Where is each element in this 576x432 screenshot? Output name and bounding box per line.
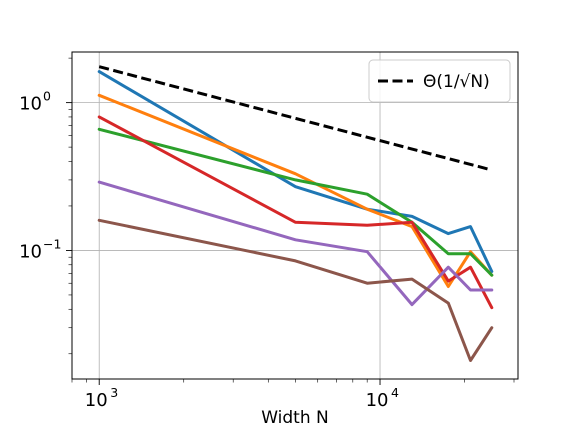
legend: Θ(1/√N) [368, 59, 511, 103]
y-tick-label-exponent: −1 [43, 236, 61, 251]
series-line-2 [97, 93, 494, 288]
x-tick-label: 10 [85, 390, 108, 411]
y-tick-label: 10 [19, 94, 42, 115]
series-line-1 [97, 70, 494, 273]
series-line-4 [97, 115, 494, 310]
legend-entry-text: Θ(1/√N) [423, 72, 490, 92]
y-tick-label-exponent: 0 [43, 89, 51, 104]
y-tick-label: 10 [19, 241, 42, 262]
plot-frame [71, 51, 519, 380]
x-tick-label-exponent: 4 [391, 385, 399, 400]
series-line-6 [97, 218, 494, 362]
legend-box [368, 59, 511, 103]
reference-dashed-line [98, 65, 493, 172]
axis-ticks: 10 3 10 410 −110 0 [19, 57, 515, 411]
series-lines [97, 65, 494, 362]
series-line-5 [97, 180, 494, 307]
x-tick-label-exponent: 3 [110, 385, 118, 400]
x-tick-label: 10 [366, 390, 389, 411]
x-axis-label: Width N [261, 408, 329, 428]
